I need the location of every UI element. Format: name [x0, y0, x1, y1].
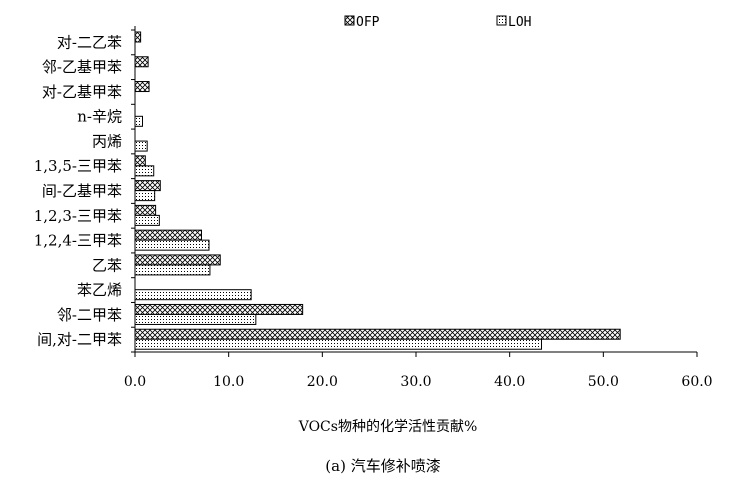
- bar-loh-8: [134, 239, 210, 251]
- axes: [131, 26, 698, 357]
- bar-loh-6: [134, 190, 156, 202]
- x-tick-label: 20.0: [307, 374, 338, 390]
- x-tick-label: 0.0: [124, 374, 146, 390]
- bar-ofp-6: [134, 180, 161, 192]
- bar-loh-10: [134, 289, 252, 301]
- category-label: 1,2,3-三甲苯: [34, 207, 122, 225]
- legend: OFP LOH: [344, 15, 531, 30]
- legend-swatch-ofp: [344, 15, 355, 26]
- bar-loh-11: [134, 313, 257, 325]
- category-label: 对-二乙苯: [57, 33, 122, 51]
- bar-ofp-11: [134, 303, 304, 315]
- legend-swatch-loh: [496, 15, 507, 26]
- bar-loh-7: [134, 214, 160, 226]
- category-label: 1,2,4-三甲苯: [34, 232, 122, 250]
- category-label: n-辛烷: [77, 108, 122, 126]
- bar-ofp-8: [134, 229, 203, 241]
- category-label: 对-乙基甲苯: [42, 83, 122, 101]
- legend-label-ofp: OFP: [356, 15, 380, 30]
- figure-caption: (a) 汽车修补喷漆: [325, 457, 440, 475]
- bar-loh-3: [134, 115, 143, 127]
- legend-label-loh: LOH: [508, 15, 531, 30]
- x-tick-label: 40.0: [494, 374, 525, 390]
- bar-ofp-9: [134, 254, 221, 266]
- bar-ofp-0: [134, 31, 142, 43]
- category-label: 邻-二甲苯: [57, 306, 122, 324]
- bar-ofp-2: [134, 81, 150, 93]
- bar-loh-12: [134, 338, 543, 350]
- bar-ofp-7: [134, 204, 157, 216]
- category-label: 丙烯: [92, 132, 122, 150]
- bar-loh-9: [134, 264, 211, 276]
- x-tick-label: 10.0: [213, 374, 244, 390]
- x-tick-label: 30.0: [400, 374, 431, 390]
- bar-ofp-12: [134, 328, 621, 340]
- category-label: 间,对-二甲苯: [37, 331, 122, 349]
- x-axis-title: VOCs物种的化学活性贡献%: [298, 419, 478, 435]
- bar-ofp-5: [134, 155, 146, 167]
- category-label: 乙苯: [92, 256, 122, 274]
- bar-loh-5: [134, 165, 155, 177]
- bar-ofp-1: [134, 56, 149, 68]
- category-label: 1,3,5-三甲苯: [34, 157, 122, 175]
- category-label: 间-乙基甲苯: [42, 182, 122, 200]
- x-tick-label: 50.0: [588, 374, 619, 390]
- category-label: 邻-乙基甲苯: [42, 58, 122, 76]
- x-tick-label: 60.0: [681, 374, 712, 390]
- category-label: 苯乙烯: [77, 281, 122, 299]
- bars: [134, 31, 621, 350]
- bar-loh-4: [134, 140, 148, 152]
